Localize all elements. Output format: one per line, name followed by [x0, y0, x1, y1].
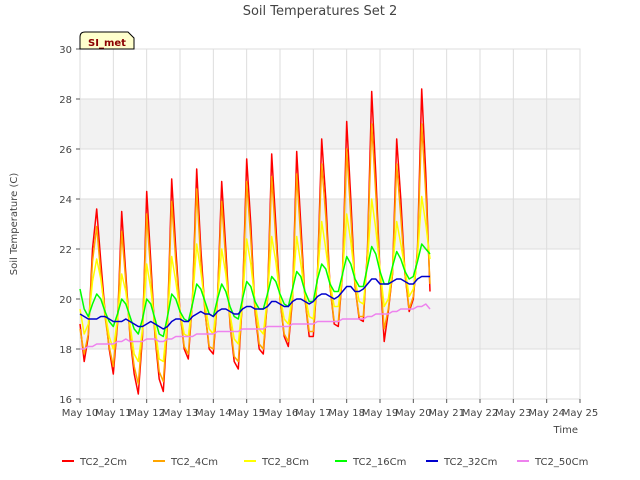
legend: TC2_2Cm TC2_4Cm TC2_8Cm TC2_16Cm TC2_32Cm TC2… — [62, 457, 588, 468]
series-line-tc2_32cm — [79, 275, 430, 330]
y-axis-ticks: 16 18 20 22 24 26 28 30 — [59, 45, 80, 406]
x-tick-label: May 10 — [62, 408, 99, 419]
plot-area — [79, 48, 581, 400]
x-tick-label: May 19 — [362, 408, 399, 419]
legend-item: TC2_4Cm — [153, 457, 218, 468]
series-line-tc2_50cm — [80, 303, 431, 350]
legend-label: TC2_2Cm — [79, 457, 127, 468]
y-tick-label: 18 — [59, 345, 72, 356]
x-tick-label: May 12 — [128, 408, 165, 419]
legend-label: TC2_4Cm — [170, 457, 218, 468]
x-tick-label: May 16 — [262, 408, 299, 419]
y-tick-label: 28 — [59, 95, 72, 106]
station-badge-box — [79, 31, 135, 50]
y-tick-label: 26 — [59, 145, 72, 156]
x-axis-label: Time — [553, 425, 578, 436]
x-tick-label: May 22 — [462, 408, 499, 419]
x-tick-label: May 24 — [528, 408, 565, 419]
legend-item: TC2_32Cm — [426, 457, 497, 468]
y-axis-label: Soil Temperature (C) — [9, 173, 20, 276]
station-badge-label: SI_met — [88, 38, 126, 49]
x-tick-label: May 23 — [495, 408, 532, 419]
y-tick-label: 22 — [59, 245, 72, 256]
series-layer — [79, 88, 431, 395]
x-tick-label: May 20 — [395, 408, 432, 419]
series-line-tc2_16cm — [79, 243, 431, 338]
chart-title: Soil Temperatures Set 2 — [243, 4, 398, 19]
x-tick-label: May 21 — [428, 408, 465, 419]
legend-label: TC2_50Cm — [534, 457, 588, 468]
legend-item: TC2_16Cm — [335, 457, 406, 468]
y-tick-label: 20 — [59, 295, 72, 306]
y-tick-label: 30 — [59, 45, 72, 56]
grid-band — [80, 199, 580, 249]
x-tick-label: May 25 — [562, 408, 599, 419]
grid-band — [80, 99, 580, 149]
y-tick-label: 24 — [59, 195, 72, 206]
x-tick-label: May 13 — [162, 408, 199, 419]
y-tick-label: 16 — [59, 395, 72, 406]
legend-label: TC2_8Cm — [261, 457, 309, 468]
legend-item: TC2_50Cm — [517, 457, 588, 468]
x-tick-label: May 11 — [95, 408, 132, 419]
grid-bands — [80, 99, 580, 349]
legend-item: TC2_8Cm — [244, 457, 309, 468]
x-tick-label: May 15 — [228, 408, 265, 419]
x-tick-label: May 18 — [328, 408, 365, 419]
station-badge: SI_met — [79, 31, 135, 50]
plot-frame — [79, 48, 581, 400]
legend-label: TC2_16Cm — [352, 457, 406, 468]
x-tick-label: May 17 — [295, 408, 332, 419]
x-tick-label: May 14 — [195, 408, 232, 419]
legend-item: TC2_2Cm — [62, 457, 127, 468]
legend-label: TC2_32Cm — [443, 457, 497, 468]
